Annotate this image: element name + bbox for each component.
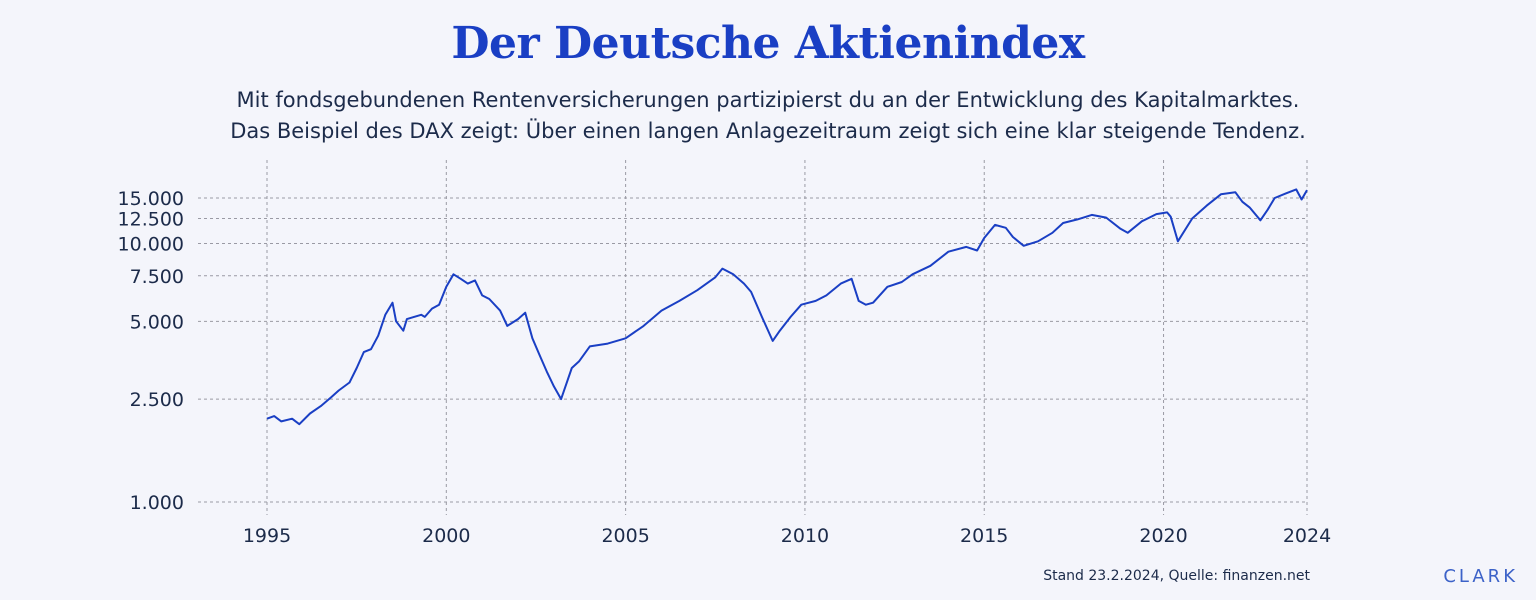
subtitle-line-2: Das Beispiel des DAX zeigt: Über einen l… <box>230 119 1306 143</box>
x-tick-label: 2000 <box>422 525 470 547</box>
chart-grid <box>198 160 1308 515</box>
y-tick-label: 2.500 <box>130 389 184 411</box>
series-line-dax <box>266 188 1308 426</box>
x-tick-label: 2020 <box>1139 525 1187 547</box>
y-tick-label: 7.500 <box>130 266 184 288</box>
y-tick-label: 15.000 <box>118 188 184 210</box>
y-tick-label: 10.000 <box>118 234 184 256</box>
y-tick-label: 12.500 <box>118 208 184 230</box>
x-tick-label: 1995 <box>243 525 291 547</box>
x-axis-labels: 1995 2000 2005 2010 2015 2020 2024 <box>243 525 1331 547</box>
subtitle-line-1: Mit fondsgebundenen Rentenversicherungen… <box>236 88 1300 112</box>
y-tick-label: 1.000 <box>130 492 184 514</box>
brand-logo: CLARK <box>1443 566 1518 587</box>
x-tick-label: 2005 <box>601 525 649 547</box>
x-tick-label: 2024 <box>1283 525 1331 547</box>
x-tick-label: 2015 <box>960 525 1008 547</box>
y-tick-label: 5.000 <box>130 311 184 333</box>
x-tick-label: 2010 <box>781 525 829 547</box>
source-note: Stand 23.2.2024, Quelle: finanzen.net <box>1043 568 1310 584</box>
series-lines <box>266 188 1308 426</box>
page-title: Der Deutsche Aktienindex <box>451 18 1085 69</box>
